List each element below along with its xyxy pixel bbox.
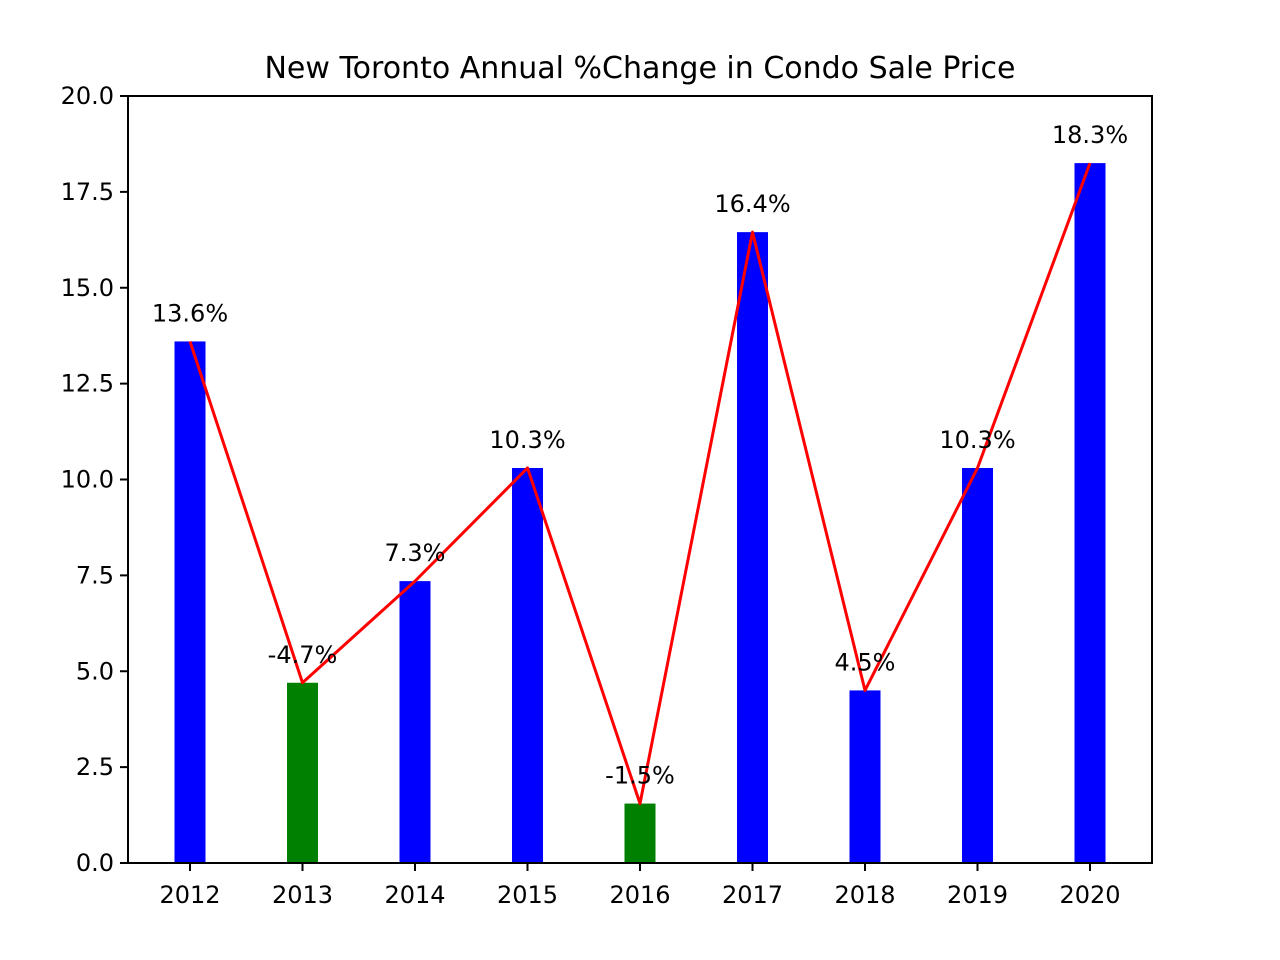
data-label-2020: 18.3%: [1052, 121, 1128, 149]
bar-2020: [1074, 163, 1106, 864]
bar-2012: [174, 341, 206, 863]
x-tick-label: 2013: [272, 881, 333, 909]
data-label-2013: -4.7%: [268, 641, 338, 669]
bar-2017: [737, 232, 768, 863]
y-tick-label: 5.0: [76, 657, 114, 685]
x-axis: 2012 2013 2014 2015 2016 2017 2018 2019 2020: [159, 863, 1121, 909]
y-tick-label: 15.0: [61, 274, 114, 302]
x-tick-label: 2014: [384, 881, 445, 909]
x-tick-label: 2020: [1059, 881, 1120, 909]
data-label-2012: 13.6%: [152, 299, 228, 327]
y-axis: 0.0 2.5 5.0 7.5 10.0 12.5 15.0 17.5 20.0: [61, 82, 128, 877]
bar-2015: [512, 467, 543, 863]
data-label-2017: 16.4%: [714, 190, 790, 218]
bar-2016: [624, 803, 656, 863]
bar-2014: [399, 581, 431, 863]
x-tick-label: 2015: [497, 881, 558, 909]
line-layer: [188, 162, 1092, 806]
data-labels-layer: 13.6% -4.7% 7.3% 10.3% -1.5% 16.4% 4.5% 10.3% 18…: [152, 121, 1128, 789]
data-label-2014: 7.3%: [385, 539, 446, 567]
data-label-2015: 10.3%: [489, 426, 565, 454]
x-tick-label: 2018: [834, 881, 895, 909]
data-label-2019: 10.3%: [939, 426, 1015, 454]
y-tick-label: 7.5: [76, 561, 114, 589]
chart-title: New Toronto Annual %Change in Condo Sale…: [264, 51, 1015, 86]
y-tick-label: 2.5: [76, 753, 114, 781]
x-tick-label: 2017: [722, 881, 783, 909]
data-label-2016: -1.5%: [605, 762, 675, 790]
bar-2013: [287, 682, 318, 863]
x-tick-label: 2012: [159, 881, 220, 909]
trend-line: [188, 162, 1092, 806]
y-tick-label: 10.0: [61, 466, 114, 494]
y-tick-label: 20.0: [61, 82, 114, 110]
y-tick-label: 0.0: [76, 849, 114, 877]
x-tick-label: 2019: [947, 881, 1008, 909]
y-tick-label: 17.5: [61, 178, 114, 206]
bar-2019: [962, 467, 993, 863]
bars-layer: [174, 163, 1106, 864]
y-tick-label: 12.5: [61, 370, 114, 398]
x-tick-label: 2016: [609, 881, 670, 909]
data-label-2018: 4.5%: [835, 648, 896, 676]
bar-2018: [849, 690, 881, 863]
